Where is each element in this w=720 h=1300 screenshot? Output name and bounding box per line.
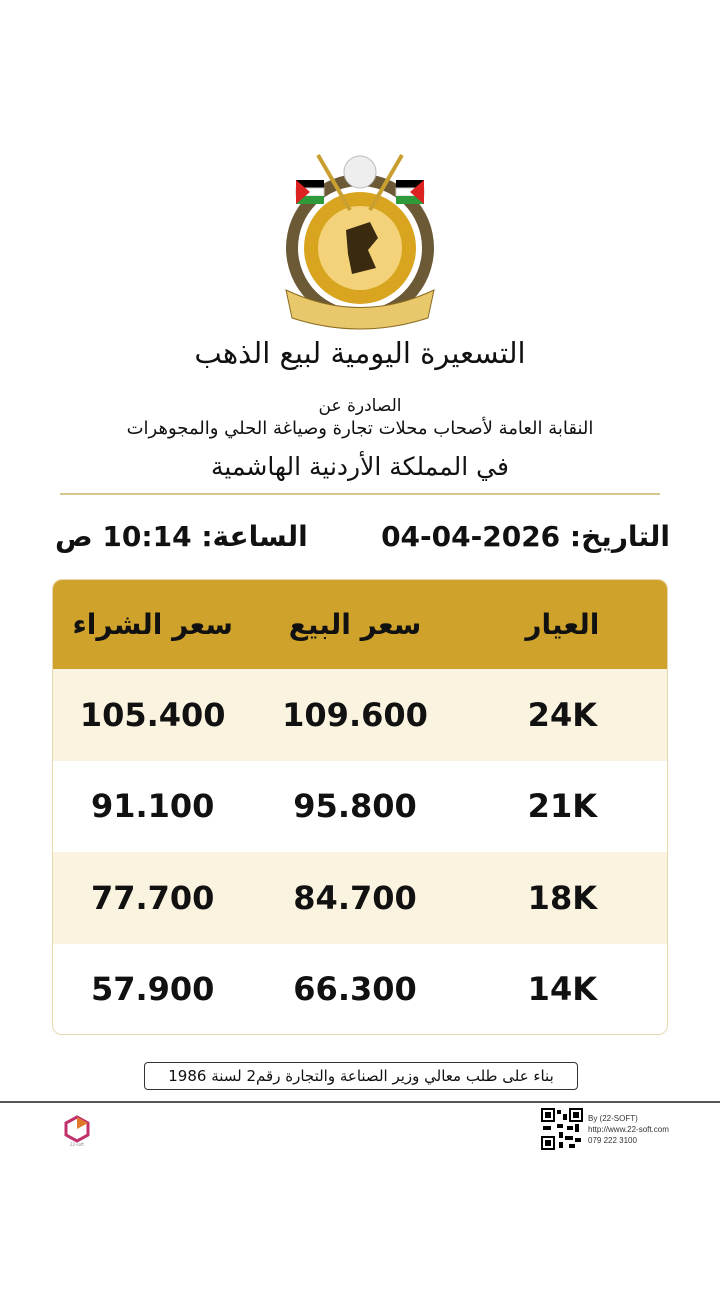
qr-code-icon[interactable] xyxy=(541,1108,583,1150)
karat-cell: 18K xyxy=(527,878,597,917)
table-row: 14K 66.300 57.900 xyxy=(53,944,667,1035)
column-header-karat: العيار xyxy=(525,608,600,641)
time-value: 10:14 ص xyxy=(55,520,192,553)
sell-price-cell: 84.700 xyxy=(293,878,417,917)
brand-logo-icon: 22-soft xyxy=(64,1115,90,1147)
date-time-bar: التاريخ: 04-04-2026 الساعة: 10:14 ص xyxy=(55,520,670,553)
date-label: التاريخ: xyxy=(569,520,670,553)
date-value: 04-04-2026 xyxy=(381,520,561,553)
union-name: النقابة العامة لأصحاب محلات تجارة وصياغة… xyxy=(126,418,594,439)
sell-price-cell: 109.600 xyxy=(282,695,428,734)
column-header-sell: سعر البيع xyxy=(288,608,422,641)
buy-price-cell: 91.100 xyxy=(90,787,215,826)
footer-divider xyxy=(0,1101,720,1103)
time-label: الساعة: xyxy=(201,520,308,553)
credit-url[interactable]: http://www.22-soft.com xyxy=(588,1125,669,1134)
date-group: التاريخ: 04-04-2026 xyxy=(381,520,670,553)
page-title: التسعيرة اليومية لبيع الذهب xyxy=(194,336,526,370)
issued-by-label: الصادرة عن xyxy=(318,396,402,416)
column-header-buy: سعر الشراء xyxy=(72,608,233,641)
union-logo xyxy=(285,153,435,330)
price-table: العيار سعر البيع سعر الشراء 24K 109.600 10… xyxy=(52,579,668,1035)
time-group: الساعة: 10:14 ص xyxy=(55,520,308,553)
table-header: العيار سعر البيع سعر الشراء xyxy=(53,580,667,669)
buy-price-cell: 105.400 xyxy=(79,695,226,734)
buy-price-cell: 57.900 xyxy=(90,970,215,1009)
buy-price-cell: 77.700 xyxy=(90,878,215,917)
karat-cell: 14K xyxy=(527,970,597,1009)
karat-cell: 21K xyxy=(527,787,597,826)
table-row: 18K 84.700 77.700 xyxy=(53,852,667,944)
sell-price-cell: 66.300 xyxy=(293,970,417,1009)
brand-label: 22-soft xyxy=(70,1142,84,1147)
credit-info: By (22-SOFT) http://www.22-soft.com 079 … xyxy=(588,1113,669,1146)
legal-note: بناء على طلب معالي وزير الصناعة والتجارة… xyxy=(144,1062,578,1090)
sell-price-cell: 95.800 xyxy=(293,787,417,826)
credit-by: By (22-SOFT) xyxy=(588,1114,638,1123)
table-body: 24K 109.600 105.400 21K 95.800 91.100 18K 84.… xyxy=(53,669,667,1035)
karat-cell: 24K xyxy=(527,695,597,734)
table-row: 24K 109.600 105.400 xyxy=(53,669,667,761)
divider xyxy=(60,493,660,495)
kingdom-name: في المملكة الأردنية الهاشمية xyxy=(211,452,509,481)
credit-phone: 079 222 3100 xyxy=(588,1136,637,1145)
table-row: 21K 95.800 91.100 xyxy=(53,761,667,853)
